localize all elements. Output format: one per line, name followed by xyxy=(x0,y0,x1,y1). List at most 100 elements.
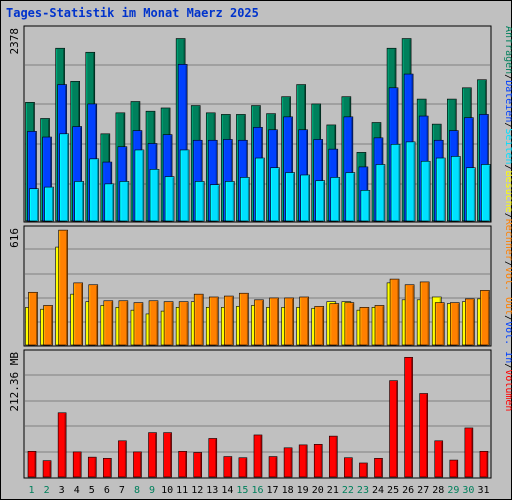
bar-rechner-7-rect xyxy=(118,300,129,346)
bar-volumen-7 xyxy=(118,440,127,478)
bar-volumen-1-rect xyxy=(27,451,37,478)
bar-rechner-14-rect xyxy=(224,295,234,346)
bar-rechner-31 xyxy=(480,290,490,346)
bar-rechner-19-rect xyxy=(299,296,309,346)
bar-volumen-4-rect xyxy=(72,451,82,478)
bar-volumen-1 xyxy=(27,451,37,478)
bar-seiten-19 xyxy=(300,174,310,222)
bar-seiten-24 xyxy=(375,164,386,222)
bar-volumen-24 xyxy=(374,458,383,478)
day-label-14: 14 xyxy=(221,485,233,496)
bar-volumen-2 xyxy=(42,460,52,478)
bar-rechner-3-rect xyxy=(58,229,68,346)
bar-volumen-30 xyxy=(464,427,474,478)
bar-rechner-28 xyxy=(434,302,445,346)
bar-rechner-6 xyxy=(103,300,114,346)
bar-volumen-25 xyxy=(389,380,398,478)
bar-volumen-9 xyxy=(148,432,157,478)
bar-seiten-31-rect xyxy=(481,164,491,222)
bar-volumen-16 xyxy=(253,434,263,478)
series-legend-text: Anfragen/Dateien/Seiten/Besuche/Rechner/… xyxy=(503,26,512,411)
bar-seiten-7-rect xyxy=(119,181,130,222)
legend-separator: / xyxy=(503,213,512,219)
day-label-27: 27 xyxy=(417,485,429,496)
bar-volumen-15 xyxy=(238,457,248,478)
bar-seiten-26-rect xyxy=(405,141,416,222)
bar-rechner-17 xyxy=(269,297,279,346)
bar-rechner-17-rect xyxy=(269,297,279,346)
bar-seiten-21-rect xyxy=(330,177,341,222)
bar-volumen-29-rect xyxy=(449,459,459,478)
bar-volumen-14 xyxy=(223,456,233,478)
bar-volumen-5-rect xyxy=(87,456,97,478)
bar-seiten-14 xyxy=(225,181,235,222)
bar-seiten-27-rect xyxy=(420,160,431,222)
bar-rechner-3 xyxy=(58,229,68,346)
bar-volumen-13-rect xyxy=(208,438,218,478)
bar-volumen-3-rect xyxy=(57,412,67,478)
bar-rechner-4 xyxy=(73,282,83,346)
bar-rechner-6-rect xyxy=(103,300,114,346)
day-label-25: 25 xyxy=(387,485,399,496)
day-label-24: 24 xyxy=(372,485,384,496)
bar-volumen-16-rect xyxy=(253,434,263,478)
bar-rechner-8 xyxy=(133,302,144,346)
bar-volumen-23 xyxy=(359,462,368,478)
y-axis-label-visits: 616 xyxy=(8,228,21,248)
legend-separator: / xyxy=(503,315,512,321)
bar-seiten-15 xyxy=(240,177,250,222)
bar-rechner-19 xyxy=(299,296,309,346)
bar-rechner-10 xyxy=(163,301,174,346)
bar-rechner-20-rect xyxy=(314,306,325,346)
y-axis-labels: 2378 616 212.36 MB xyxy=(8,28,21,412)
bar-rechner-1 xyxy=(28,291,38,346)
bar-seiten-4 xyxy=(74,181,84,222)
bar-rechner-22-rect xyxy=(344,302,355,346)
bar-volumen-19 xyxy=(298,444,308,478)
bar-rechner-27-rect xyxy=(419,281,430,346)
bar-seiten-21 xyxy=(330,177,341,222)
bar-rechner-27 xyxy=(419,281,430,346)
bar-rechner-16-rect xyxy=(254,299,264,346)
legend-dateien: Dateien xyxy=(503,80,512,122)
bar-seiten-16-rect xyxy=(255,157,265,222)
bar-seiten-26 xyxy=(405,141,416,222)
bar-seiten-11-rect xyxy=(179,149,190,222)
bar-seiten-6-rect xyxy=(104,183,115,222)
day-label-21: 21 xyxy=(327,485,339,496)
bar-seiten-14-rect xyxy=(225,181,235,222)
bar-seiten-25 xyxy=(390,143,401,222)
day-label-20: 20 xyxy=(312,485,324,496)
bar-rechner-25 xyxy=(389,278,400,346)
legend-rechner: Rechner xyxy=(503,219,512,261)
bar-rechner-30-rect xyxy=(465,298,475,346)
bar-rechner-15 xyxy=(239,292,249,346)
legend-anfragen: Anfragen xyxy=(503,26,512,74)
bar-seiten-12-rect xyxy=(194,181,205,222)
bar-rechner-31-rect xyxy=(480,290,490,346)
bar-volumen-22 xyxy=(344,457,353,478)
bar-rechner-12 xyxy=(193,293,204,346)
bar-rechner-26-rect xyxy=(404,284,415,346)
day-label-22: 22 xyxy=(342,485,354,496)
bar-volumen-20 xyxy=(313,444,323,478)
series-legend: Anfragen/Dateien/Seiten/Besuche/Rechner/… xyxy=(503,26,512,411)
bar-volumen-22-rect xyxy=(344,457,353,478)
bar-volumen-14-rect xyxy=(223,456,233,478)
bar-seiten-11 xyxy=(179,149,190,222)
bar-rechner-11 xyxy=(178,301,189,346)
bar-rechner-9-rect xyxy=(148,300,159,346)
bar-volumen-4 xyxy=(72,451,82,478)
day-label-4: 4 xyxy=(74,485,80,496)
bar-rechner-2 xyxy=(43,305,53,346)
bar-rechner-1-rect xyxy=(28,291,38,346)
bar-seiten-12 xyxy=(194,181,205,222)
bar-seiten-13-rect xyxy=(209,184,220,222)
bar-seiten-31 xyxy=(481,164,491,222)
bar-seiten-7 xyxy=(119,181,130,222)
bar-seiten-19-rect xyxy=(300,174,310,222)
day-label-30: 30 xyxy=(462,485,474,496)
bar-rechner-24 xyxy=(374,305,385,346)
day-label-17: 17 xyxy=(267,485,279,496)
